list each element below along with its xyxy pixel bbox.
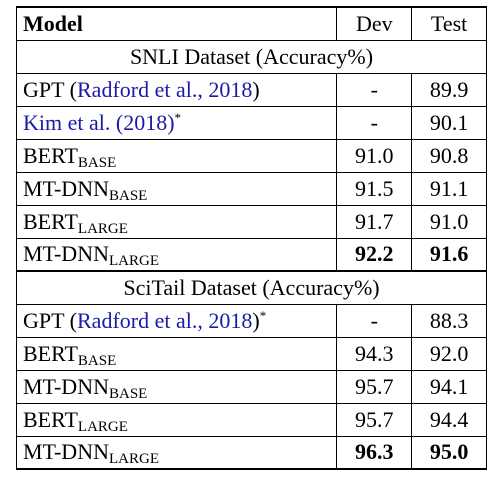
model-size: LARGE <box>108 451 159 468</box>
table-row: Kim et al. (2018)* - 90.1 <box>15 106 487 140</box>
citation-link[interactable]: Kim et al. (2018) <box>23 109 175 135</box>
footnote-marker: * <box>259 307 267 323</box>
model-label: BERT <box>23 406 78 432</box>
model-name: MT-DNNLARGE <box>15 436 338 470</box>
model-label: GPT <box>23 76 70 102</box>
model-label: BERT <box>23 142 78 168</box>
test-score: 89.9 <box>411 73 487 107</box>
model-size: BASE <box>77 352 117 369</box>
dev-score-best: 92.2 <box>336 238 413 272</box>
test-score: 94.4 <box>411 403 487 437</box>
model-name: BERTLARGE <box>15 205 338 239</box>
model-size: BASE <box>77 154 117 171</box>
table-row: GPT (Radford et al., 2018) - 89.9 <box>15 73 487 107</box>
scitail-section-row: SciTail Dataset (Accuracy%) <box>16 270 487 305</box>
model-name: MT-DNNLARGE <box>15 238 338 272</box>
table-row: BERTBASE 91.0 90.8 <box>15 139 487 173</box>
model-size: BASE <box>108 385 148 402</box>
cite-paren: ) <box>252 76 260 102</box>
test-score: 94.1 <box>411 370 487 404</box>
snli-section-title: SNLI Dataset (Accuracy%) <box>16 40 487 74</box>
table-row: BERTBASE 94.3 92.0 <box>15 337 487 371</box>
model-name: BERTLARGE <box>15 403 338 437</box>
model-size: BASE <box>108 187 148 204</box>
model-label: MT-DNN <box>23 439 109 465</box>
test-score: 92.0 <box>411 337 487 371</box>
model-label: BERT <box>23 340 78 366</box>
model-label: MT-DNN <box>23 175 109 201</box>
test-score: 90.8 <box>411 139 487 173</box>
dev-column-header: Dev <box>336 6 413 41</box>
footnote-marker: * <box>174 109 182 125</box>
dev-score: - <box>336 73 413 107</box>
table-row: MT-DNNBASE 91.5 91.1 <box>15 172 487 206</box>
dev-score: 91.5 <box>336 172 413 206</box>
test-score: 91.0 <box>411 205 487 239</box>
model-name: GPT (Radford et al., 2018)* <box>15 304 338 338</box>
citation-link[interactable]: Radford et al., 2018 <box>77 307 253 333</box>
test-score-best: 95.0 <box>411 436 487 470</box>
model-label: BERT <box>23 208 78 234</box>
model-size: LARGE <box>108 253 159 270</box>
model-name: BERTBASE <box>15 139 338 173</box>
model-name: Kim et al. (2018)* <box>15 106 338 140</box>
cite-paren: ( <box>69 76 77 102</box>
table-row: BERTLARGE 91.7 91.0 <box>15 205 487 239</box>
dev-score: - <box>336 106 413 140</box>
model-label: MT-DNN <box>23 241 109 267</box>
test-score-best: 91.6 <box>411 238 487 272</box>
header-row: Model Dev Test <box>15 6 487 41</box>
dev-score: - <box>336 304 413 338</box>
dev-score: 95.7 <box>336 370 413 404</box>
dev-score-best: 96.3 <box>336 436 413 470</box>
test-score: 90.1 <box>411 106 487 140</box>
table-row: GPT (Radford et al., 2018)* - 88.3 <box>15 304 487 338</box>
table-row: BERTLARGE 95.7 94.4 <box>15 403 487 437</box>
test-column-header: Test <box>411 6 487 41</box>
citation-link[interactable]: Radford et al., 2018 <box>77 76 253 102</box>
model-label: MT-DNN <box>23 373 109 399</box>
dev-score: 91.7 <box>336 205 413 239</box>
model-name: MT-DNNBASE <box>15 370 338 404</box>
table-row: MT-DNNBASE 95.7 94.1 <box>15 370 487 404</box>
table-row: MT-DNNLARGE 96.3 95.0 <box>15 436 487 470</box>
model-name: MT-DNNBASE <box>15 172 338 206</box>
model-name: GPT (Radford et al., 2018) <box>15 73 338 107</box>
dev-score: 95.7 <box>336 403 413 437</box>
scitail-section-title: SciTail Dataset (Accuracy%) <box>16 270 487 305</box>
dev-score: 94.3 <box>336 337 413 371</box>
results-table: Model Dev Test SNLI Dataset (Accuracy%) … <box>15 6 487 470</box>
model-label: GPT <box>23 307 70 333</box>
snli-section-row: SNLI Dataset (Accuracy%) <box>16 40 487 74</box>
table-row: MT-DNNLARGE 92.2 91.6 <box>15 238 487 272</box>
test-score: 91.1 <box>411 172 487 206</box>
model-size: LARGE <box>77 418 128 435</box>
cite-paren: ) <box>252 307 260 333</box>
model-column-header: Model <box>15 6 338 41</box>
model-size: LARGE <box>77 220 128 237</box>
test-score: 88.3 <box>411 304 487 338</box>
dev-score: 91.0 <box>336 139 413 173</box>
cite-paren: ( <box>69 307 77 333</box>
model-name: BERTBASE <box>15 337 338 371</box>
